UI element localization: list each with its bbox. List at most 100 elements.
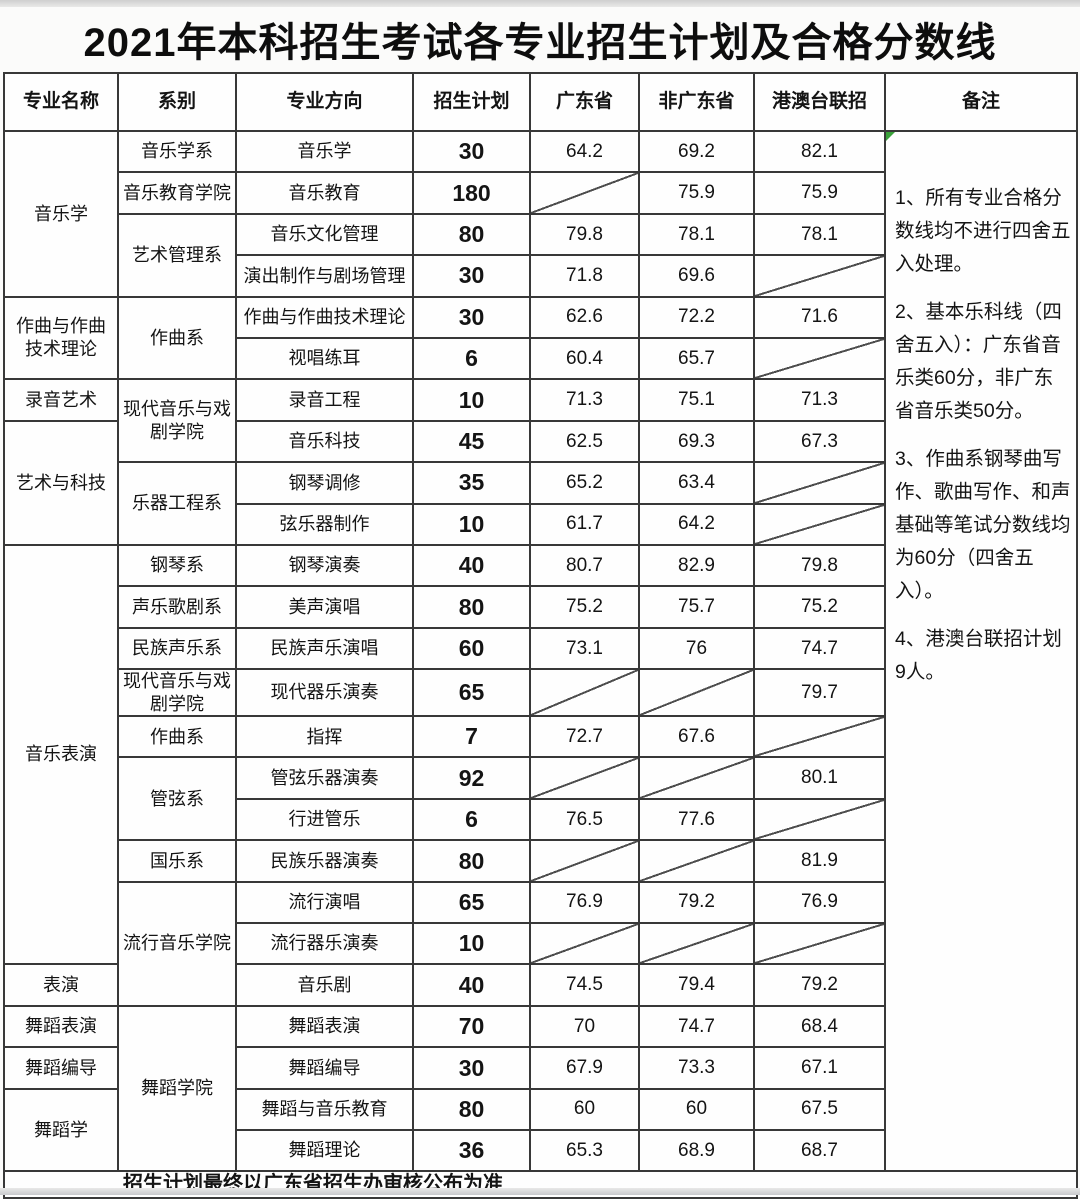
cell-score-gd: 79.8: [529, 212, 640, 257]
green-corner-mark: [887, 133, 895, 141]
cell-score-hmt: 76.9: [753, 880, 886, 925]
cell-plan: 80: [412, 839, 531, 883]
cell-score-hmt: 68.7: [753, 1128, 886, 1173]
cell-direction: 钢琴演奏: [235, 543, 414, 588]
cell-plan: 10: [412, 378, 531, 422]
cell-major: 艺术与科技: [3, 419, 119, 546]
cell-plan: 45: [412, 419, 531, 464]
cell-score-gd: 60: [529, 1087, 640, 1131]
cell-score-hmt: 75.9: [753, 171, 886, 215]
col-header-remarks: 备注: [884, 72, 1078, 132]
table-row: 视唱练耳 6 60.4 65.7: [4, 336, 1077, 381]
table-row: 声乐歌剧系 美声演唱 80 75.2 75.7 75.2: [4, 585, 1077, 629]
cell-plan: 80: [412, 1087, 531, 1131]
cell-plan: 65: [412, 880, 531, 925]
cell-plan: 65: [412, 668, 531, 718]
cell-direction: 音乐剧: [235, 963, 414, 1007]
col-header-non-guangdong: 非广东省: [638, 72, 755, 132]
diagonal-na-cell: [529, 839, 640, 883]
diagonal-na-cell: [753, 336, 886, 381]
cell-direction: 音乐文化管理: [235, 212, 414, 257]
diagonal-na-cell: [753, 922, 886, 966]
cell-score-hmt: 79.8: [753, 543, 886, 588]
cell-direction: 舞蹈编导: [235, 1046, 414, 1090]
cell-score-gd: 70: [529, 1004, 640, 1049]
cell-department: 乐器工程系: [117, 461, 237, 546]
cell-direction: 指挥: [235, 715, 414, 759]
cell-score-hmt: 71.6: [753, 295, 886, 339]
cell-department: 作曲系: [117, 715, 237, 759]
col-header-guangdong: 广东省: [529, 72, 640, 132]
table-row: 录音艺术 现代音乐与戏剧学院 录音工程 10 71.3 75.1 71.3: [3, 378, 1077, 464]
cell-score-ngd: 74.7: [638, 1004, 755, 1049]
table-row: 乐器工程系 钢琴调修 35 65.2 63.4: [4, 461, 1077, 546]
cell-direction: 行进管乐: [235, 797, 414, 842]
cell-plan: 80: [412, 585, 531, 629]
cell-direction: 钢琴调修: [235, 461, 414, 505]
cell-department: 舞蹈学院: [117, 1004, 237, 1173]
cell-direction: 舞蹈与音乐教育: [235, 1087, 414, 1131]
cell-score-gd: 75.2: [529, 585, 640, 629]
cell-department: 民族声乐系: [117, 626, 237, 671]
table-row: 艺术管理系 音乐文化管理 80 79.8 78.1 78.1: [4, 212, 1077, 298]
diagonal-na-cell: [529, 922, 640, 966]
admission-score-table: 专业名称 系别 专业方向 招生计划 广东省 非广东省 港澳台联招 备注 音乐学 …: [3, 72, 1078, 1199]
diagonal-na-cell: [638, 668, 755, 718]
cell-score-ngd: 68.9: [638, 1128, 755, 1173]
cell-department: 国乐系: [117, 839, 237, 883]
cell-score-gd: 60.4: [529, 336, 640, 381]
cell-score-gd: 76.5: [529, 797, 640, 842]
cell-direction: 作曲与作曲技术理论: [235, 295, 414, 339]
cell-major: 音乐表演: [3, 543, 119, 966]
cell-score-hmt: 80.1: [753, 756, 886, 800]
cell-score-gd: 71.8: [529, 254, 640, 298]
cell-direction: 舞蹈理论: [235, 1128, 414, 1173]
table-row: 民族声乐系 民族声乐演唱 60 73.1 76 74.7: [4, 626, 1077, 671]
cell-score-ngd: 63.4: [638, 461, 755, 505]
cell-score-ngd: 69.2: [638, 129, 755, 174]
cell-score-hmt: 82.1: [753, 129, 886, 174]
table-row: 作曲系 指挥 7 72.7 67.6: [4, 715, 1077, 759]
cell-major: 舞蹈表演: [3, 1004, 119, 1049]
cell-score-hmt: 67.1: [753, 1046, 886, 1090]
cell-direction: 音乐学: [235, 129, 414, 174]
cell-direction: 舞蹈表演: [235, 1004, 414, 1049]
cell-direction: 现代器乐演奏: [235, 668, 414, 718]
cell-score-gd: 72.7: [529, 715, 640, 759]
cell-direction: 录音工程: [235, 378, 414, 422]
table-row: 流行音乐学院 流行演唱 65 76.9 79.2 76.9: [4, 880, 1077, 1007]
diagonal-na-cell: [753, 797, 886, 842]
table-row: 弦乐器制作 10 61.7 64.2: [4, 502, 1077, 546]
remark-item: 1、所有专业合格分数线均不进行四舍五入处理。: [895, 187, 1071, 275]
cell-direction: 音乐教育: [235, 171, 414, 215]
cell-score-hmt: 67.3: [753, 419, 886, 464]
cell-plan: 30: [412, 254, 531, 298]
cell-department: 钢琴系: [117, 543, 237, 588]
cell-plan: 10: [412, 502, 531, 546]
cell-score-ngd: 75.9: [638, 171, 755, 215]
col-header-direction: 专业方向: [235, 72, 414, 132]
cell-plan: 30: [412, 1046, 531, 1090]
cell-plan: 35: [412, 461, 531, 505]
cell-department: 声乐歌剧系: [117, 585, 237, 629]
cell-score-ngd: 73.3: [638, 1046, 755, 1090]
cell-score-gd: 61.7: [529, 502, 640, 546]
cell-plan: 10: [412, 922, 531, 966]
cell-department: 现代音乐与戏剧学院: [117, 378, 237, 464]
cell-plan: 92: [412, 756, 531, 800]
diagonal-na-cell: [529, 171, 640, 215]
cell-score-ngd: 69.3: [638, 419, 755, 464]
table-row: 国乐系 民族乐器演奏 80 81.9: [4, 839, 1077, 883]
cell-score-gd: 65.3: [529, 1128, 640, 1173]
col-header-plan: 招生计划: [412, 72, 531, 132]
cell-direction: 民族声乐演唱: [235, 626, 414, 671]
cell-score-gd: 65.2: [529, 461, 640, 505]
cell-score-hmt: 78.1: [753, 212, 886, 257]
cell-score-gd: 64.2: [529, 129, 640, 174]
table-row: 舞蹈理论 36 65.3 68.9 68.7: [4, 1128, 1077, 1173]
table-row: 舞蹈学 舞蹈与音乐教育 80 60 60 67.5: [3, 1087, 1077, 1173]
cell-direction: 弦乐器制作: [235, 502, 414, 546]
table-row: 流行器乐演奏 10: [4, 922, 1077, 966]
cell-plan: 30: [412, 295, 531, 339]
table-row: 艺术与科技 音乐科技 45 62.5 69.3 67.3: [3, 419, 1077, 546]
